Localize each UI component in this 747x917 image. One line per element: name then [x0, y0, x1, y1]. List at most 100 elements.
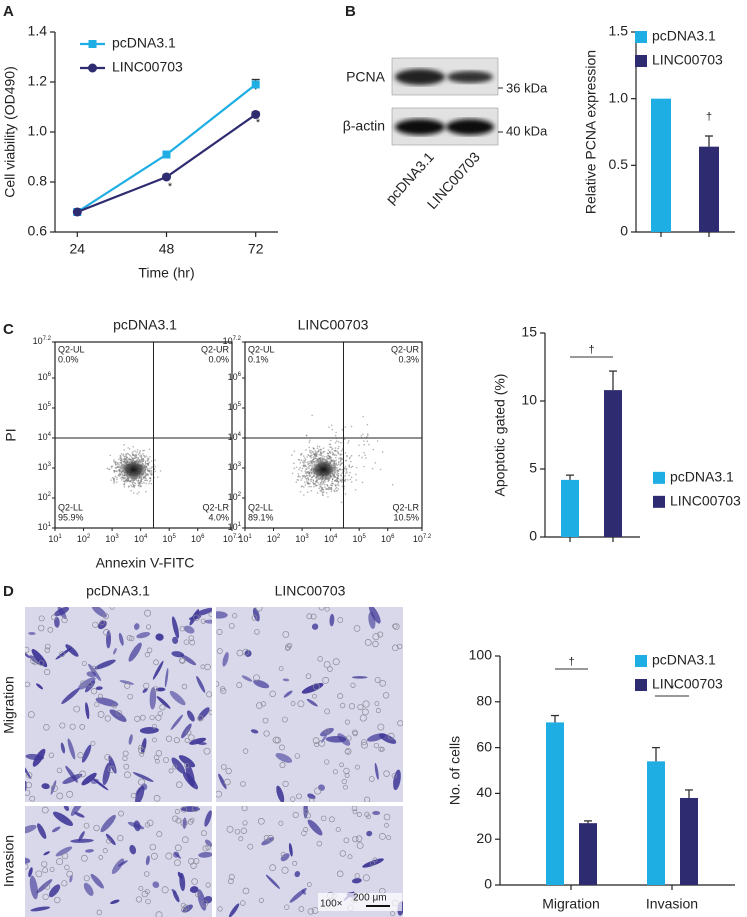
event-dot — [336, 469, 339, 472]
pore — [73, 705, 81, 713]
event-dot — [336, 483, 339, 486]
cell — [25, 857, 31, 864]
event-dot — [355, 473, 357, 476]
pore — [318, 607, 325, 611]
event-dot — [318, 483, 320, 486]
cell — [351, 878, 362, 884]
pore — [251, 615, 258, 621]
pore — [344, 748, 352, 755]
pore — [150, 852, 158, 860]
pore — [362, 700, 370, 708]
event-dot — [129, 455, 132, 457]
pore — [382, 692, 390, 699]
event-dot — [344, 426, 347, 428]
pore — [116, 710, 123, 716]
event-dot — [309, 474, 312, 477]
pore — [298, 906, 305, 912]
x-tick-label: 105 — [353, 534, 367, 545]
x-tick-label: 48 — [159, 241, 175, 257]
event-dot — [293, 450, 296, 452]
tick-base: 10 — [381, 534, 391, 544]
x-tick-label: 104 — [324, 534, 338, 545]
pore — [216, 790, 223, 798]
tick-exponent: 7.2 — [423, 534, 432, 540]
pore — [281, 716, 288, 723]
event-dot — [349, 471, 351, 474]
event-core — [310, 459, 337, 480]
tick-exponent: 3 — [238, 462, 242, 468]
event-dot — [123, 485, 126, 488]
pore — [228, 622, 235, 629]
event-dot — [146, 463, 149, 465]
tick-base: 10 — [134, 534, 144, 544]
band-label: β-actin — [343, 118, 385, 134]
event-dot — [320, 454, 323, 457]
pore — [25, 681, 31, 688]
event-dot — [362, 433, 364, 436]
event-dot — [137, 457, 140, 459]
event-dot — [302, 486, 305, 488]
tick-exponent: 4 — [48, 432, 52, 438]
pore — [374, 701, 380, 707]
pore — [238, 836, 244, 842]
event-dot — [315, 484, 318, 487]
event-dot — [348, 474, 350, 477]
event-dot — [348, 466, 350, 468]
event-dot — [297, 475, 300, 477]
cell — [177, 871, 183, 880]
event-dot — [340, 441, 342, 444]
tick-exponent: 3 — [115, 534, 119, 540]
event-dot — [131, 452, 134, 454]
event-dot — [295, 466, 298, 468]
pore — [50, 784, 58, 792]
event-dot — [317, 482, 320, 484]
cell — [280, 853, 290, 862]
legend-label: LINC00703 — [112, 59, 183, 75]
event-dot — [364, 454, 366, 457]
pore — [139, 714, 146, 721]
event-dot — [150, 469, 153, 472]
cell — [28, 867, 33, 878]
pore — [118, 810, 124, 817]
event-dot — [121, 476, 124, 479]
pore — [205, 844, 212, 851]
cell — [276, 785, 285, 802]
pore — [292, 860, 298, 866]
pore — [32, 660, 38, 666]
pore — [355, 835, 363, 842]
event-dot — [149, 455, 151, 458]
pore — [323, 661, 331, 668]
cell — [74, 812, 85, 818]
event-dot — [362, 440, 365, 442]
pore — [373, 742, 380, 749]
cell — [78, 677, 96, 690]
pore — [365, 814, 371, 820]
flow-x-label: Annexin V-FITC — [96, 555, 195, 571]
pore — [138, 747, 146, 754]
pore — [61, 880, 68, 887]
event-dot — [350, 466, 353, 469]
event-dot — [339, 464, 342, 467]
pore — [107, 765, 115, 773]
event-dot — [346, 471, 348, 474]
tick-base: 10 — [38, 372, 48, 382]
event-dot — [307, 454, 309, 456]
event-dot — [132, 479, 135, 482]
cell — [189, 886, 199, 893]
event-dot — [322, 491, 324, 494]
event-dot — [309, 482, 311, 485]
event-dot — [143, 481, 145, 484]
pore — [384, 822, 389, 828]
pore — [353, 625, 361, 632]
event-dot — [110, 466, 113, 469]
cell — [218, 773, 227, 790]
cell — [228, 903, 240, 917]
pore — [364, 639, 372, 646]
event-dot — [120, 453, 123, 455]
legend-label: pcDNA3.1 — [670, 469, 734, 485]
event-dot — [329, 439, 332, 442]
tick-exponent: 6 — [391, 534, 395, 540]
event-dot — [136, 449, 139, 451]
pore — [204, 663, 211, 671]
event-dot — [300, 470, 303, 472]
